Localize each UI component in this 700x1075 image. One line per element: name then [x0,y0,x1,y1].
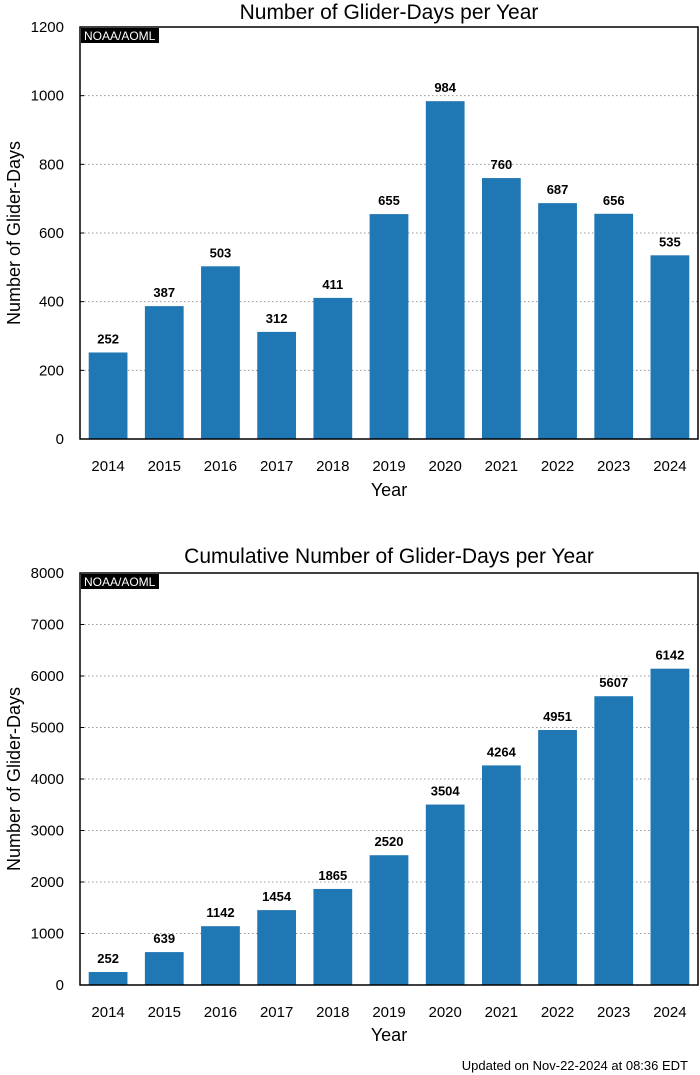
cumulative-x-tick-label: 2016 [204,1004,237,1021]
annual-bar-2014 [88,352,128,439]
annual-bar-2015 [144,306,184,439]
annual-x-tick-label: 2014 [91,458,124,475]
annual-bar-value-label: 252 [97,331,119,346]
annual-chart-title: Number of Glider-Days per Year [240,1,539,24]
annual-x-tick-label: 2022 [541,458,574,475]
annual-bar-value-label: 656 [603,193,625,208]
annual-watermark-label: NOAA/AOML [84,29,156,43]
cumulative-bar-2015 [144,952,184,985]
cumulative-bar-2020 [425,804,465,985]
cumulative-y-tick-label: 2000 [31,874,64,891]
annual-x-tick-label: 2017 [260,458,293,475]
cumulative-bar-value-label: 2520 [375,834,404,849]
annual-bar-value-label: 687 [547,182,569,197]
cumulative-bar-value-label: 1454 [262,889,292,904]
cumulative-bar-value-label: 4951 [543,709,572,724]
annual-x-tick-label: 2024 [653,458,686,475]
cumulative-chart-title: Cumulative Number of Glider-Days per Yea… [184,545,594,568]
annual-bar-2023 [594,213,634,439]
annual-y-tick-label: 400 [39,294,64,311]
annual-x-tick-label: 2015 [148,458,181,475]
cumulative-y-tick-label: 6000 [31,668,64,685]
updated-footer: Updated on Nov-22-2024 at 08:36 EDT [461,1058,688,1073]
annual-x-tick-label: 2019 [372,458,405,475]
annual-bar-2021 [481,178,521,440]
cumulative-x-axis-label: Year [371,1025,407,1045]
cumulative-bar-2017 [257,910,297,985]
annual-bar-value-label: 503 [210,245,232,260]
annual-bar-value-label: 312 [266,311,288,326]
annual-watermark-box [81,28,159,43]
annual-bar-2016 [201,266,240,439]
cumulative-y-axis-label: Number of Glider-Days [4,687,24,871]
cumulative-bar-2019 [369,855,409,985]
cumulative-y-tick-label: 8000 [31,565,64,582]
cumulative-y-tick-label: 0 [56,977,64,994]
cumulative-watermark-box [81,574,159,589]
annual-y-tick-label: 200 [39,362,64,379]
cumulative-bar-2014 [88,972,128,985]
annual-bar-2017 [257,331,297,439]
cumulative-y-tick-label: 7000 [31,617,64,634]
cumulative-bar-value-label: 1865 [318,868,347,883]
cumulative-watermark-label: NOAA/AOML [84,575,156,589]
cumulative-x-tick-label: 2024 [653,1004,686,1021]
cumulative-bar-2022 [538,730,577,985]
annual-x-tick-label: 2018 [316,458,349,475]
annual-bar-value-label: 760 [491,157,513,172]
cumulative-bar-value-label: 4264 [487,744,517,759]
annual-y-axis-label: Number of Glider-Days [4,141,24,325]
annual-y-tick-label: 800 [39,156,64,173]
cumulative-y-tick-label: 3000 [31,823,64,840]
cumulative-bar-value-label: 252 [97,951,119,966]
annual-bar-2024 [650,255,690,439]
annual-x-axis-label: Year [371,480,407,500]
cumulative-bar-value-label: 639 [153,931,175,946]
annual-y-tick-label: 600 [39,225,64,242]
cumulative-bar-2018 [313,888,353,985]
annual-x-tick-label: 2023 [597,458,630,475]
annual-bar-2020 [425,101,465,439]
cumulative-y-tick-label: 4000 [31,771,64,788]
annual-x-tick-label: 2020 [428,458,461,475]
annual-x-tick-label: 2021 [485,458,518,475]
annual-bar-2018 [313,297,353,439]
annual-y-tick-label: 0 [56,431,64,448]
cumulative-x-tick-label: 2020 [428,1004,461,1021]
annual-bar-value-label: 655 [378,193,400,208]
cumulative-bar-2021 [481,765,521,985]
cumulative-x-tick-label: 2015 [148,1004,181,1021]
annual-bar-value-label: 984 [434,80,456,95]
cumulative-y-tick-label: 5000 [31,720,64,737]
cumulative-y-tick-label: 1000 [31,926,64,943]
cumulative-x-tick-label: 2022 [541,1004,574,1021]
annual-plot-frame [79,26,699,440]
cumulative-x-tick-label: 2014 [91,1004,124,1021]
cumulative-plot-frame [79,572,699,986]
annual-y-tick-label: 1200 [31,19,64,36]
cumulative-bar-2016 [201,926,240,985]
cumulative-bar-value-label: 1142 [206,905,234,920]
cumulative-bar-2023 [594,696,634,985]
annual-bar-2022 [538,203,577,439]
annual-bar-value-label: 535 [659,234,681,249]
cumulative-x-tick-label: 2023 [597,1004,630,1021]
annual-x-tick-label: 2016 [204,458,237,475]
cumulative-bar-value-label: 5607 [599,675,628,690]
cumulative-bar-value-label: 3504 [431,784,461,799]
cumulative-x-tick-label: 2017 [260,1004,293,1021]
cumulative-bar-2024 [650,668,690,985]
cumulative-x-tick-label: 2019 [372,1004,405,1021]
annual-bar-value-label: 387 [153,285,175,300]
annual-y-tick-label: 1000 [31,88,64,105]
cumulative-x-tick-label: 2018 [316,1004,349,1021]
cumulative-x-tick-label: 2021 [485,1004,518,1021]
annual-bar-2019 [369,214,409,439]
annual-bar-value-label: 411 [322,277,343,292]
cumulative-bar-value-label: 6142 [655,648,684,663]
